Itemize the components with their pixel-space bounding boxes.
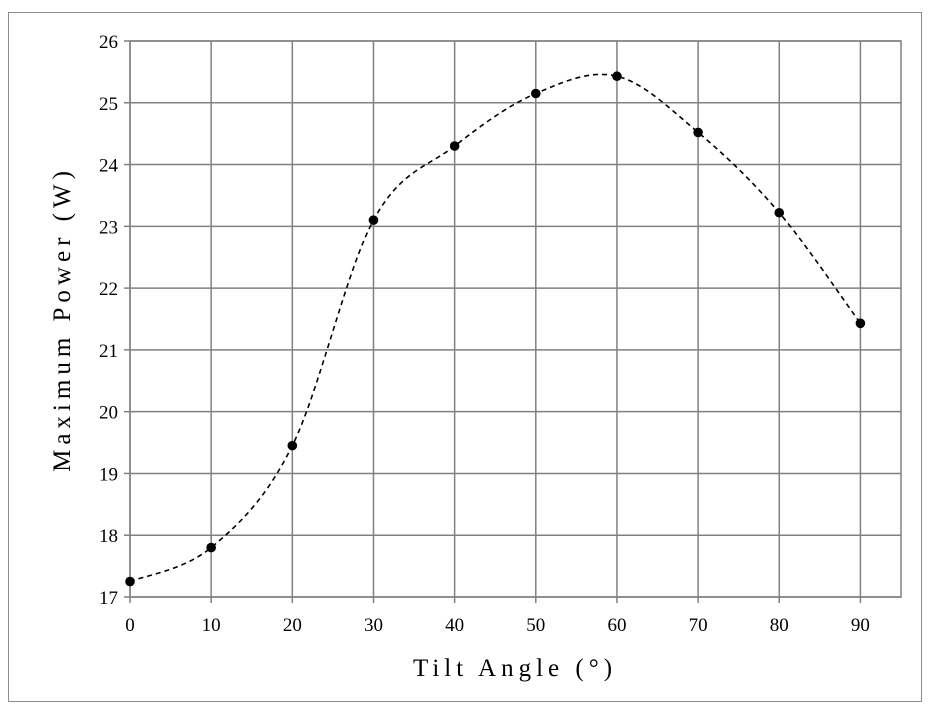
y-tick-label: 26 (99, 32, 118, 53)
x-tick-label: 10 (202, 615, 221, 636)
y-tick-label: 23 (99, 217, 118, 238)
data-point (368, 215, 379, 225)
trend-curve (129, 73, 862, 583)
x-tick-label: 60 (607, 615, 626, 636)
y-axis-ticks: 17 18 19 20 21 22 23 24 25 26 (99, 32, 130, 609)
chart-frame (8, 12, 922, 702)
y-tick-label: 17 (99, 588, 118, 609)
y-tick-label: 24 (99, 156, 119, 177)
y-tick-label: 20 (99, 403, 118, 424)
x-axis-ticks: 0 10 20 30 40 50 60 70 80 90 (125, 597, 870, 636)
trend-curve-group (129, 73, 862, 583)
grid (129, 40, 901, 598)
data-point (774, 207, 785, 218)
y-tick-label: 25 (99, 94, 118, 115)
plot-area (129, 40, 902, 598)
data-point (287, 440, 298, 451)
x-tick-label: 50 (526, 615, 545, 636)
data-point (612, 71, 622, 82)
x-tick-label: 0 (125, 615, 135, 636)
x-tick-label: 70 (689, 615, 708, 636)
x-tick-label: 20 (283, 615, 302, 636)
x-axis-label: Tilt Angle (°) (413, 655, 617, 682)
y-tick-label: 18 (99, 526, 118, 547)
data-point (125, 576, 135, 587)
data-points (125, 71, 866, 587)
x-tick-label: 30 (364, 615, 383, 636)
y-tick-label: 19 (99, 464, 118, 485)
y-tick-label: 22 (99, 279, 118, 300)
data-point (855, 318, 866, 329)
data-point (449, 141, 460, 151)
y-axis-label: Maximum Power (W) (49, 166, 76, 472)
data-point (206, 542, 216, 553)
x-tick-label: 80 (770, 615, 789, 636)
x-tick-label: 90 (851, 615, 870, 636)
x-tick-label: 40 (445, 615, 464, 636)
y-tick-label: 21 (99, 341, 118, 362)
data-point (693, 127, 703, 138)
data-point (530, 88, 541, 99)
